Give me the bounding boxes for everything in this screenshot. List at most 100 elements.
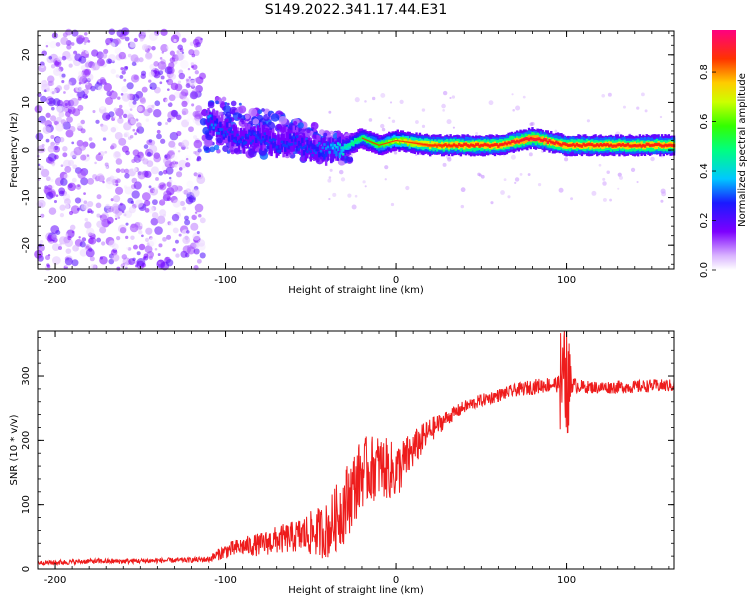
spectrogram-cell: [276, 123, 283, 130]
spectrogram-cell: [191, 103, 195, 107]
spectrogram-track-cell: [654, 143, 657, 150]
spectrogram-track-cell: [239, 140, 243, 144]
spectrogram-track-cell: [289, 143, 292, 147]
spectrogram-cell: [178, 159, 187, 169]
spectrogram-cell: [88, 137, 93, 141]
spectrogram-cell: [617, 187, 620, 190]
spectrogram-cell: [132, 100, 137, 105]
spectrogram-cell: [558, 187, 564, 193]
spectrogram-track-cell: [503, 141, 507, 145]
spectrogram-cell: [140, 174, 145, 179]
spectrogram-cell: [297, 122, 304, 129]
spectrogram-track-cell: [265, 127, 268, 138]
spectrogram-cell: [50, 225, 60, 234]
spectrogram-track-cell: [534, 138, 538, 142]
spectrogram-cell: [391, 119, 396, 123]
spectrogram-track-cell: [343, 146, 347, 150]
spectrogram-track-cell: [285, 142, 289, 157]
spectrogram-cell: [191, 188, 200, 198]
spectrogram-track-cell: [335, 145, 338, 149]
spectrogram-cell: [145, 52, 152, 59]
spectrogram-track-cell: [307, 144, 311, 150]
spectrogram-track-cell: [360, 136, 364, 140]
spectrogram-track-cell: [427, 144, 430, 148]
spectrogram-cell: [113, 115, 116, 119]
spectrogram-cell: [103, 82, 112, 92]
spectrogram-cell: [237, 113, 243, 118]
spectrogram-track-cell: [260, 133, 263, 143]
spectrogram-cell: [162, 237, 167, 242]
spectrogram-cell: [248, 107, 258, 117]
spectrogram-cell: [519, 172, 523, 176]
spectrogram-cell: [636, 106, 640, 110]
spectrogram-cell: [53, 120, 57, 124]
spectrogram-cell: [159, 57, 163, 60]
spectrogram-track-cell: [256, 130, 260, 137]
spectrogram-cell: [140, 73, 146, 79]
spectrogram-cell: [67, 236, 72, 241]
spectrogram-track-cell: [454, 141, 457, 148]
spectrogram-track-cell: [596, 143, 599, 147]
spectrogram-cell: [118, 104, 123, 109]
spectrogram-cell: [194, 70, 199, 75]
spectrogram-track-cell: [236, 133, 239, 137]
spectrogram-cell: [185, 78, 189, 82]
spectrogram-cell: [167, 88, 170, 91]
spectrogram-track-cell: [563, 142, 567, 149]
spectrogram-track-cell: [572, 142, 575, 146]
colorbar-tick-label: 0.2: [699, 213, 710, 229]
spectrogram-track-cell: [326, 150, 330, 161]
spectrogram-track-cell: [316, 134, 319, 153]
spectrogram-track-cell: [548, 139, 551, 143]
spectrogram-cell: [121, 93, 131, 102]
spectrogram-cell: [43, 79, 47, 83]
spectrogram-track-cell: [326, 145, 330, 149]
spectrogram-cell: [160, 28, 168, 36]
spectrogram-cell: [171, 109, 179, 118]
spectrogram-cell: [189, 79, 197, 87]
spectrogram-cell: [109, 90, 118, 100]
spectrogram-track-cell: [456, 141, 459, 148]
spectrogram-track-cell: [348, 143, 352, 147]
spectrogram-cell: [441, 103, 446, 109]
spectrogram-track-cell: [654, 142, 657, 146]
spectrogram-cell: [515, 105, 521, 111]
spectrogram-cell: [166, 66, 171, 71]
spectrogram-cell: [51, 243, 60, 252]
spectrogram-cell: [85, 54, 90, 58]
spectrogram-track-cell: [278, 139, 282, 149]
spectrogram-cell: [124, 238, 128, 242]
spectrogram-cell: [415, 120, 419, 124]
spectrogram-track-cell: [244, 141, 248, 144]
spectrogram-cell: [104, 162, 109, 167]
spectrogram-cell: [85, 245, 90, 249]
spectrogram-track-cell: [493, 143, 497, 147]
x-tick-label: -100: [214, 275, 237, 286]
spectrogram-cell: [129, 223, 139, 233]
spectrogram-track-cell: [611, 144, 614, 148]
spectrogram-track-cell: [224, 119, 227, 133]
spectrogram-cell: [209, 146, 216, 153]
spectrogram-cell: [537, 182, 542, 187]
spectrogram-track-cell: [295, 140, 299, 151]
spectrogram-cell: [39, 165, 44, 171]
spectrogram-cell: [42, 125, 51, 134]
spectrogram-cell: [115, 186, 124, 195]
spectrogram-track-cell: [589, 143, 592, 150]
spectrogram-cell: [180, 250, 188, 258]
spectrogram-track-cell: [599, 142, 602, 146]
spectrogram-track-cell: [377, 144, 381, 148]
spectrogram-track-cell: [277, 145, 280, 151]
spectrogram-cell: [41, 143, 45, 147]
spectrogram-track-cell: [258, 133, 261, 139]
spectrogram-cell: [67, 81, 72, 86]
spectrogram-cell: [190, 62, 194, 66]
spectrogram-track-cell: [265, 142, 268, 145]
spectrogram-track-cell: [246, 135, 249, 145]
spectrogram-cell: [306, 128, 311, 134]
spectrogram-cell: [173, 39, 177, 43]
spectrogram-cell: [192, 197, 196, 201]
spectrogram-track-cell: [331, 146, 335, 150]
spectrogram-track-cell: [217, 131, 220, 135]
spectrogram-cell: [108, 28, 116, 35]
